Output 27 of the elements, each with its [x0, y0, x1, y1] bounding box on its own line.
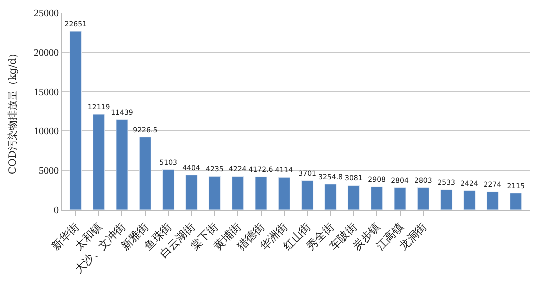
bar: [348, 185, 360, 210]
y-tick-label: 0: [54, 206, 59, 216]
bar: [510, 193, 522, 210]
y-axis-title: COD污染物排放量（kg/d）: [7, 48, 19, 175]
bar: [417, 188, 430, 210]
bar: [208, 176, 221, 210]
bar: [255, 176, 268, 210]
bar: [371, 186, 384, 210]
bar: [440, 190, 453, 210]
bar: [116, 120, 128, 210]
bar: [278, 177, 290, 210]
bar: [139, 137, 152, 210]
bar: [162, 170, 175, 210]
bar: [93, 114, 106, 210]
y-tick-label: 5000: [39, 166, 59, 178]
bar: [186, 175, 198, 210]
y-tick-label: 25000: [34, 8, 59, 20]
bar: [70, 31, 82, 210]
y-tick-label: 10000: [34, 126, 59, 138]
bar: [302, 180, 314, 210]
bar: [232, 176, 244, 210]
bar: [394, 188, 406, 210]
bar: [324, 184, 337, 210]
y-tick-label: 15000: [34, 87, 59, 98]
bar: [486, 192, 499, 210]
y-tick-label: 20000: [34, 48, 59, 59]
bar: [464, 190, 476, 210]
